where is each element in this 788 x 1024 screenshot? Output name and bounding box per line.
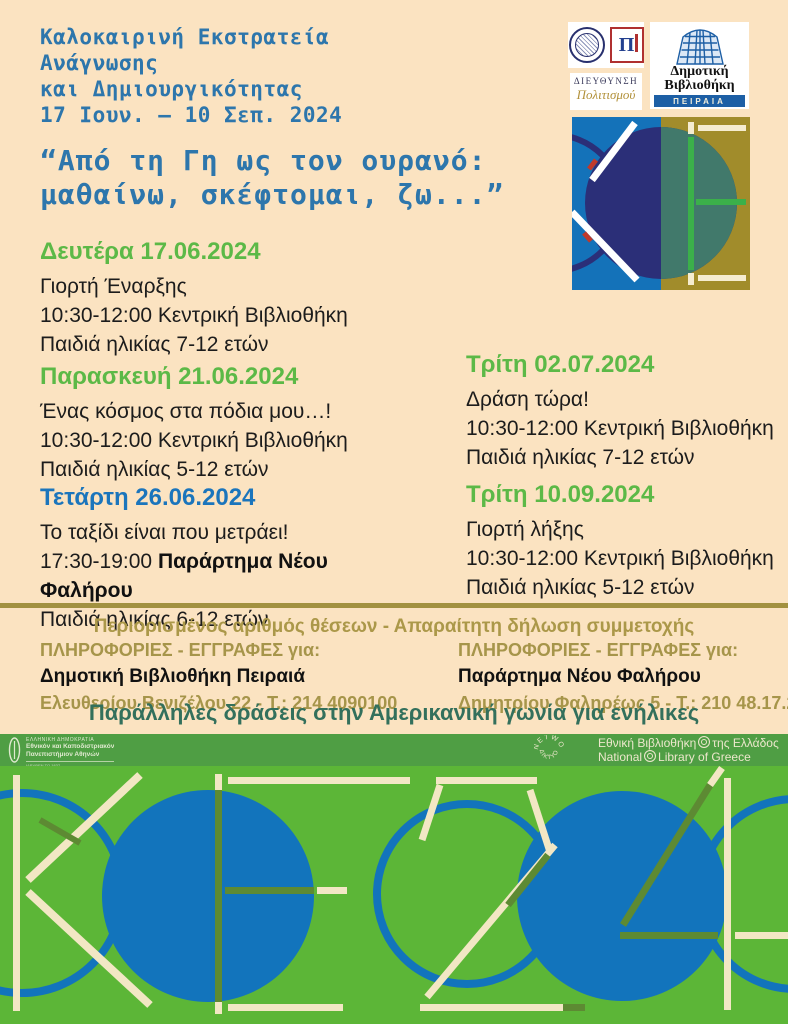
nlg-el-b: της Ελλάδος	[712, 736, 779, 750]
library-name-line2: Βιβλιοθήκη	[664, 78, 735, 93]
campaign-heading: Καλοκαιρινή Εκστρατεία Ανάγνωσης και Δημ…	[40, 24, 342, 128]
event-audience: Παιδιά ηλικίας 5-12 ετών	[466, 576, 695, 599]
nlg-en-b: Library of Greece	[658, 750, 751, 764]
nlg-seal-icon	[698, 736, 711, 748]
olive-divider	[0, 603, 788, 608]
campaign-line-2: Ανάγνωσης	[40, 51, 159, 75]
event-time-place: 10:30-12:00 Κεντρική Βιβλιοθήκη	[466, 417, 774, 440]
event-02-07: Τρίτη 02.07.2024 Δράση τώρα! 10:30-12:00…	[466, 351, 788, 472]
campaign-line-3: και Δημιουργικότητας	[40, 77, 303, 101]
library-city-label: ΠΕΙΡΑΙΑ	[654, 95, 745, 107]
contact-name: Παράρτημα Νέου Φαλήρου	[458, 666, 701, 687]
nlg-el-a: Εθνική Βιβλιοθήκη	[598, 736, 697, 750]
network-badge-icon: NETWORK ΔΙΚΤΥΟ	[534, 735, 564, 761]
event-17-06: Δευτέρα 17.06.2024 Γιορτή Έναρξης 10:30-…	[40, 238, 400, 359]
event-21-06: Παρασκευή 21.06.2024 Ένας κόσμος στα πόδ…	[40, 363, 400, 484]
event-audience: Παιδιά ηλικίας 6-12 ετών	[40, 608, 269, 631]
library-name-line1: Δημοτική	[670, 64, 729, 79]
limited-seats-note: Περιορισμένος αριθμός θέσεων - Απαραίτητ…	[93, 616, 695, 637]
directorate-script: Πολιτισμού	[576, 87, 636, 102]
library-logo: Δημοτική Βιβλιοθήκη ΠΕΙΡΑΙΑ	[650, 22, 749, 109]
contact-neo-faliro: ΠΛΗΡΟΦΟΡΙΕΣ - ΕΓΓΡΑΦΕΣ για: Παράρτημα Νέ…	[458, 640, 788, 714]
national-library-logo: Εθνική Βιβλιοθήκη της Ελλάδος National Lib…	[598, 736, 779, 764]
parallel-activities-note: Παράλληλες δράσεις στην Αμερικανική γωνί…	[88, 700, 700, 725]
poster-title: “Από τη Γη ως τον ουρανό: μαθαίνω, σκέφτ…	[40, 144, 504, 212]
event-title: Δράση τώρα!	[466, 388, 589, 411]
contact-heading: ΠΛΗΡΟΦΟΡΙΕΣ - ΕΓΓΡΑΦΕΣ για:	[40, 640, 321, 660]
ke-logo	[572, 117, 750, 290]
event-date: Τρίτη 02.07.2024	[466, 351, 655, 378]
event-title: Ένας κόσμος στα πόδια μου…!	[40, 400, 332, 423]
event-date: Τετάρτη 26.06.2024	[40, 484, 256, 511]
library-building-icon	[675, 29, 724, 65]
event-audience: Παιδιά ηλικίας 7-12 ετών	[40, 333, 269, 356]
ministry-line-4: ΙΔΡΥΘΕΝ ΤΟ 1837	[26, 761, 115, 768]
directorate-title: ΔΙΕΥΘΥΝΣΗ	[573, 76, 639, 86]
culture-pi-icon: Π	[609, 27, 644, 63]
campaign-dates: 17 Ιουν. – 10 Σεπ. 2024	[40, 103, 343, 127]
event-branch-bold: Παράρτημα Νέου Φαλήρου	[40, 550, 328, 602]
contact-heading: ΠΛΗΡΟΦΟΡΙΕΣ - ΕΓΓΡΑΦΕΣ για:	[458, 640, 739, 660]
ministry-line-1: ΕΛΛΗΝΙΚΗ ΔΗΜΟΚΡΑΤΙΑ	[26, 737, 95, 743]
footer-logo-bar: ΕΛΛΗΝΙΚΗ ΔΗΜΟΚΡΑΤΙΑ Εθνικόν και Καποδιστ…	[0, 734, 788, 768]
event-title: Το ταξίδι είναι που μετράει!	[40, 521, 289, 544]
ministry-line-2: Εθνικόν και Καποδιστριακόν	[26, 743, 115, 750]
event-time-place: 10:30-12:00 Κεντρική Βιβλιοθήκη	[466, 547, 774, 570]
svg-text:NETWORK: NETWORK	[534, 735, 564, 751]
ke-2024-artwork	[0, 766, 788, 1024]
contact-central-library: ΠΛΗΡΟΦΟΡΙΕΣ - ΕΓΓΡΑΦΕΣ για: Δημοτική Βιβ…	[40, 640, 400, 714]
poster-title-line1: “Από τη Γη ως τον ουρανό:	[40, 144, 487, 177]
event-date: Τρίτη 10.09.2024	[466, 481, 655, 508]
event-time-place: 17:30-19:00 Παράρτημα Νέου Φαλήρου	[40, 550, 328, 602]
university-of-athens-logo: ΕΛΛΗΝΙΚΗ ΔΗΜΟΚΡΑΤΙΑ Εθνικόν και Καποδιστ…	[8, 737, 115, 768]
event-time-place: 10:30-12:00 Κεντρική Βιβλιοθήκη	[40, 429, 348, 452]
svg-text:ΔΙΚΤΥΟ: ΔΙΚΤΥΟ	[538, 749, 561, 761]
event-time-place: 10:30-12:00 Κεντρική Βιβλιοθήκη	[40, 304, 348, 327]
piraeus-seal-icon	[568, 27, 605, 63]
ministry-line-3: Πανεπιστήμιον Αθηνών	[26, 751, 100, 758]
event-date: Παρασκευή 21.06.2024	[40, 363, 299, 390]
municipality-logo: Π	[568, 22, 644, 68]
event-audience: Παιδιά ηλικίας 7-12 ετών	[466, 446, 695, 469]
contact-address: Ελευθερίου Βενιζέλου 22 - Τ.: 214 409010…	[40, 693, 398, 713]
event-10-09: Τρίτη 10.09.2024 Γιορτή λήξης 10:30-12:0…	[466, 481, 788, 602]
nlg-seal-icon	[644, 750, 657, 762]
contact-address: Δημητρίου Φαληρέως 5 - Τ.: 210 48.17.224	[458, 693, 788, 713]
event-date: Δευτέρα 17.06.2024	[40, 238, 261, 265]
contact-name: Δημοτική Βιβλιοθήκη Πειραιά	[40, 666, 306, 687]
event-title: Γιορτή Έναρξης	[40, 275, 187, 298]
university-emblem-icon	[8, 737, 21, 763]
event-26-06: Τετάρτη 26.06.2024 Το ταξίδι είναι που μ…	[40, 484, 400, 634]
poster-title-line2: μαθαίνω, σκέφτομαι, ζω...”	[40, 178, 505, 211]
nlg-en-a: National	[598, 750, 643, 764]
event-audience: Παιδιά ηλικίας 5-12 ετών	[40, 458, 269, 481]
campaign-line-1: Καλοκαιρινή Εκστρατεία	[40, 25, 330, 49]
event-title: Γιορτή λήξης	[466, 518, 584, 541]
culture-directorate-logo: ΔΙΕΥΘΥΝΣΗ Πολιτισμού	[570, 73, 642, 110]
